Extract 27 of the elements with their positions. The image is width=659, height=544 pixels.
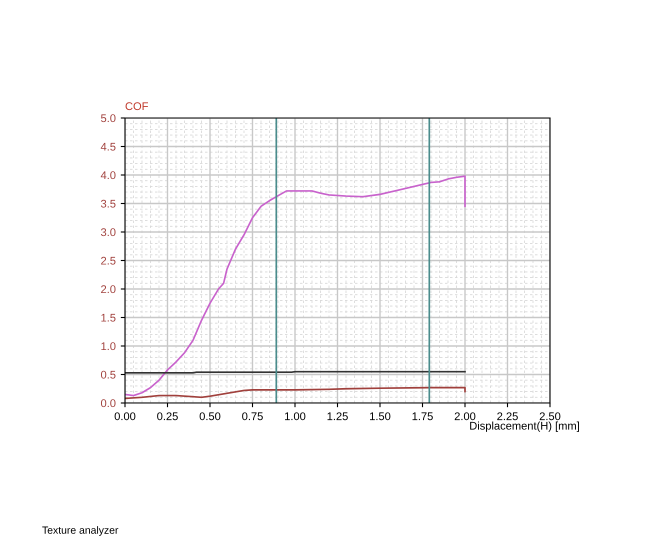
y-tick-label: 5.0: [100, 114, 116, 122]
y-tick-label: 0.0: [100, 399, 116, 408]
x-tick-label: 0.75: [242, 412, 263, 420]
y-tick-label: 2.5: [101, 256, 116, 265]
y-tick-label: 4.0: [100, 171, 116, 180]
y-tick-label: 0.5: [100, 370, 116, 379]
x-tick-label: 2.50: [540, 412, 560, 420]
x-tick-label: 1.00: [285, 412, 306, 420]
line-series: [125, 175, 466, 396]
y-tick-label: 3.5: [100, 200, 116, 208]
x-tick-label: 2.25: [497, 412, 518, 420]
x-tick-label: 0.25: [157, 412, 178, 420]
x-tick-label: 0.50: [200, 412, 220, 420]
text: Texture analyzer: [42, 526, 118, 536]
x-tick-label: 1.25: [328, 412, 348, 420]
x-tick-label: 2.00: [454, 412, 476, 420]
x-axis-title: Displacement(H) [mm]: [470, 422, 579, 432]
y-tick-label: 2.0: [101, 285, 116, 294]
x-tick-label: 1.50: [370, 412, 390, 420]
y-tick-label: 1.5: [101, 314, 116, 322]
y-tick-label: 4.5: [100, 142, 116, 151]
x-tick-label: 0.00: [114, 412, 136, 420]
line-series: [125, 386, 466, 400]
y-tick-label: 1.0: [101, 342, 116, 350]
x-tick-label: 1.75: [412, 412, 433, 420]
y-axis-title: COF: [126, 102, 148, 110]
y-tick-label: 3.0: [100, 228, 116, 236]
